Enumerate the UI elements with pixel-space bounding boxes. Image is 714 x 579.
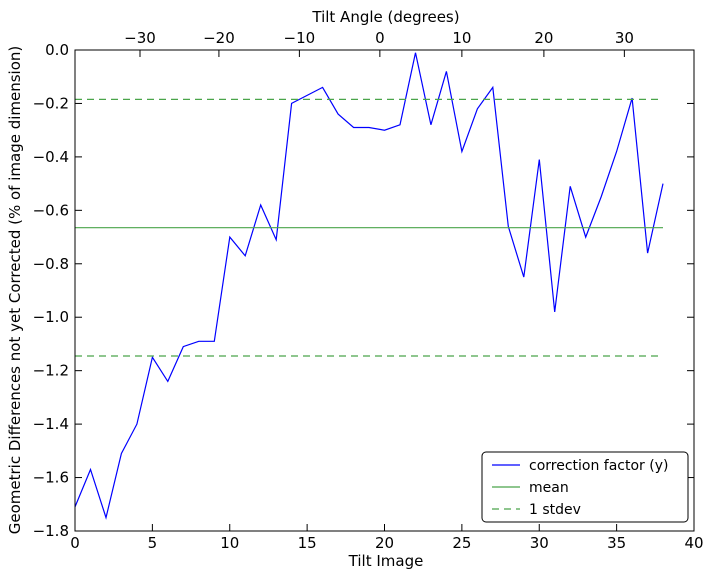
y-tick-label: −1.6 [33,469,69,487]
y-tick-label: −1.4 [33,415,69,433]
top-tick-label: −20 [203,29,235,47]
x-tick-label: 0 [70,534,80,552]
y-tick-label: −1.2 [33,362,69,380]
x-tick-label: 35 [607,534,626,552]
x-tick-label: 40 [684,534,703,552]
top-tick-label: −30 [124,29,156,47]
top-tick-label: 30 [615,29,634,47]
legend-label-1-stdev: 1 stdev [529,502,581,518]
y-tick-label: −0.2 [33,94,69,112]
x-tick-label: 5 [148,534,158,552]
top-axis-title: Tilt Angle (degrees) [311,8,459,26]
y-tick-label: 0.0 [45,41,69,59]
top-tick-label: −10 [284,29,316,47]
legend-box [481,451,689,523]
tick-labels: 0 5 10 15 20 25 30 35 40 0.0 −0.2 −0.4 −0.6 −0.8 −1.0 −… [33,29,704,552]
x-axis-title: Tilt Image [348,552,424,570]
y-tick-label: −0.6 [33,201,69,219]
top-tick-label: 20 [534,29,553,47]
top-tick-label: 10 [452,29,471,47]
plot-lines [74,52,664,520]
y-tick-label: −0.8 [33,255,69,273]
legend-label-correction-factor-y: correction factor (y) [529,458,668,474]
x-tick-label: 20 [375,534,394,552]
top-tick-label: 0 [375,29,385,47]
x-tick-label: 15 [298,534,317,552]
y-tick-label: −1.8 [33,522,69,540]
legend-label-mean: mean [529,480,569,496]
y-axis-title: Geometric Differences not yet Corrected … [6,46,24,535]
x-tick-label: 10 [220,534,239,552]
x-tick-label: 30 [530,534,549,552]
axis-ticks [74,49,695,532]
x-tick-label: 25 [452,534,471,552]
y-tick-label: −0.4 [33,148,69,166]
y-tick-label: −1.0 [33,308,69,326]
legend: correction factor (y) mean 1 stdev [481,451,689,523]
